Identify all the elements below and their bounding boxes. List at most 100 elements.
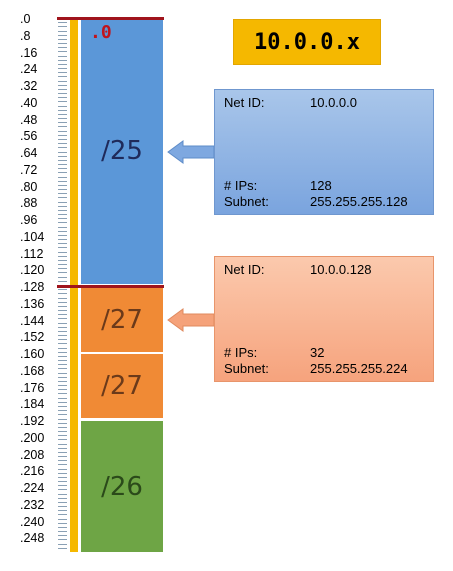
ruler-line: [58, 431, 67, 433]
ruler-line: [58, 360, 67, 362]
ruler-line: [58, 439, 67, 441]
ruler-line: [58, 447, 67, 449]
tick-label: .208: [20, 447, 45, 462]
ruler-line: [58, 289, 67, 291]
ruler-line: [58, 481, 67, 483]
ruler-line: [58, 435, 67, 437]
ruler-line: [58, 410, 67, 412]
ruler-line: [58, 393, 67, 395]
tick-label: .72: [20, 162, 38, 177]
tick-label: .16: [20, 45, 38, 60]
ruler-line: [58, 414, 67, 416]
tick-label: .120: [20, 263, 45, 278]
ruler-line: [58, 326, 67, 328]
tick-label: .0: [20, 12, 31, 26]
tick-label: .216: [20, 464, 45, 479]
tick-label: .8: [20, 28, 31, 43]
tick-label: .136: [20, 296, 45, 311]
ruler-line: [58, 385, 67, 387]
ruler-line: [58, 501, 67, 503]
ruler-line: [58, 343, 67, 345]
ips-key: # IPs:: [224, 345, 258, 360]
ruler-line: [58, 147, 67, 149]
ruler-line: [58, 30, 67, 32]
ruler-line: [58, 335, 67, 337]
block-25: /25: [81, 18, 163, 284]
ruler-line: [58, 422, 67, 424]
ruler-line: [58, 84, 67, 86]
ruler-line: [58, 468, 67, 470]
ruler-line: [58, 305, 67, 307]
subnet-value: 255.255.255.224: [310, 361, 408, 376]
subnet-key: Subnet:: [224, 194, 269, 209]
net-id-key: Net ID:: [224, 262, 265, 277]
ruler-line: [58, 330, 67, 332]
ruler-line: [58, 234, 67, 236]
ruler-line: [58, 531, 67, 533]
ruler-line: [58, 518, 67, 520]
tick-label: .104: [20, 229, 45, 244]
ruler-line: [58, 497, 67, 499]
ruler-line: [58, 276, 67, 278]
ruler-line: [58, 214, 67, 216]
tick-label: .152: [20, 330, 45, 345]
ruler-line: [58, 243, 67, 245]
ruler-line: [58, 418, 67, 420]
ruler-line: [58, 63, 67, 65]
ruler-line: [58, 405, 67, 407]
ruler-line: [58, 109, 67, 111]
ruler-line: [58, 376, 67, 378]
tick-label: .96: [20, 213, 38, 227]
tick-label: .40: [20, 95, 38, 110]
ruler-line: [58, 80, 67, 82]
ruler-line: [58, 101, 67, 103]
ruler-line: [58, 193, 67, 195]
ruler-line: [58, 159, 67, 161]
ruler-line: [58, 189, 67, 191]
ruler-line: [58, 168, 67, 170]
ruler-line: [58, 543, 67, 545]
ruler-line: [58, 456, 67, 458]
ruler-line: [58, 222, 67, 224]
ruler: [58, 18, 67, 552]
start-marker-line: [57, 17, 164, 20]
info-box-27: Net ID: 10.0.0.128 # IPs: 32 Subnet: 255.25…: [214, 256, 434, 382]
ruler-line: [58, 380, 67, 382]
ruler-line: [58, 201, 67, 203]
tick-label: .160: [20, 347, 45, 361]
tick-label: .232: [20, 497, 45, 512]
ruler-line: [58, 318, 67, 320]
arrow-left-icon-blue: [167, 140, 215, 164]
ruler-line: [58, 506, 67, 508]
ruler-line: [58, 364, 67, 366]
ruler-line: [58, 297, 67, 299]
tick-label: .192: [20, 414, 45, 428]
tick-label: .88: [20, 196, 38, 211]
ruler-line: [58, 118, 67, 120]
ruler-line: [58, 130, 67, 132]
ruler-line: [58, 138, 67, 140]
tick-labels: .0 .8 .16 .24 .32 .40 .48 .56 .64 .72 .80 .88 .96 .10…: [0, 0, 56, 571]
tick-label: .48: [20, 112, 38, 127]
subnet-key: Subnet:: [224, 361, 269, 376]
net-id-value: 10.0.0.0: [310, 95, 357, 110]
ruler-line: [58, 268, 67, 270]
ruler-line: [58, 547, 67, 549]
ruler-line: [58, 476, 67, 478]
ruler-line: [58, 113, 67, 115]
tick-label: .248: [20, 531, 45, 546]
network-title: 10.0.0.x: [233, 19, 381, 65]
ruler-line: [58, 72, 67, 74]
ips-key: # IPs:: [224, 178, 258, 193]
ruler-line: [58, 372, 67, 374]
ruler-line: [58, 510, 67, 512]
ruler-line: [58, 239, 67, 241]
ruler-line: [58, 105, 67, 107]
tick-label: .200: [20, 430, 45, 445]
ruler-line: [58, 272, 67, 274]
ruler-line: [58, 489, 67, 491]
tick-label: .224: [20, 481, 45, 495]
ruler-line: [58, 76, 67, 78]
ruler-line: [58, 293, 67, 295]
ruler-line: [58, 451, 67, 453]
